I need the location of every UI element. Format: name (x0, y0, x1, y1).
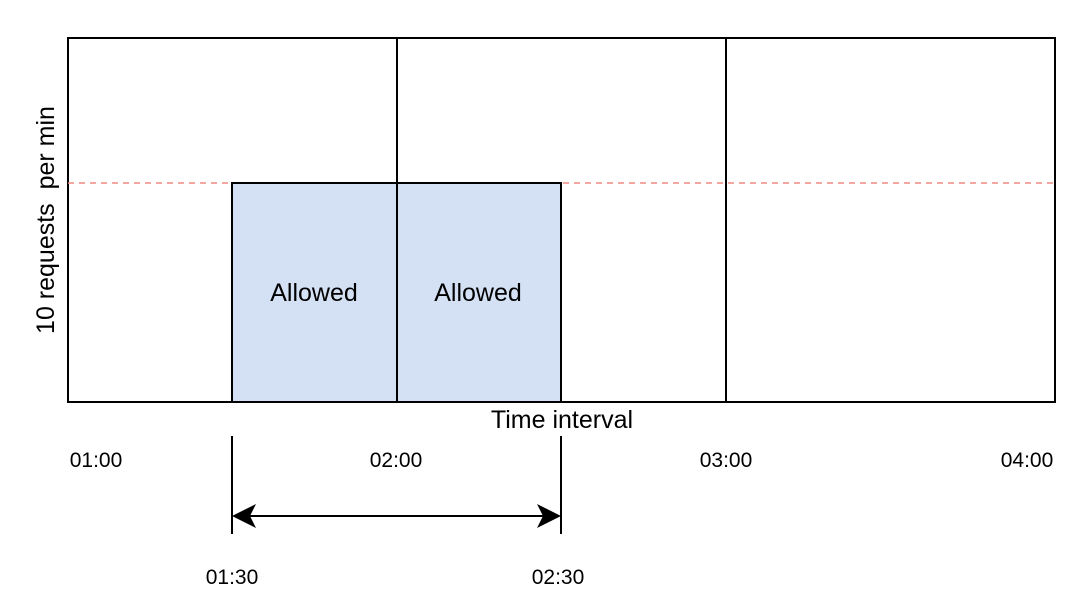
allowed-block-2-label: Allowed (434, 279, 522, 307)
x-axis-label: Time interval (491, 406, 633, 434)
time-tick-0300: 03:00 (700, 449, 753, 472)
time-tick-0100: 01:00 (70, 449, 123, 472)
window-tick-0130: 01:30 (206, 566, 259, 589)
y-axis-label: 10 requests per min (32, 106, 60, 334)
allowed-block-1 (231, 182, 398, 403)
time-tick-0200: 02:00 (370, 449, 423, 472)
time-tick-0400: 04:00 (1001, 449, 1054, 472)
allowed-block-1-label: Allowed (270, 279, 358, 307)
window-tick-0230: 02:30 (532, 566, 585, 589)
allowed-block-2 (396, 182, 562, 403)
